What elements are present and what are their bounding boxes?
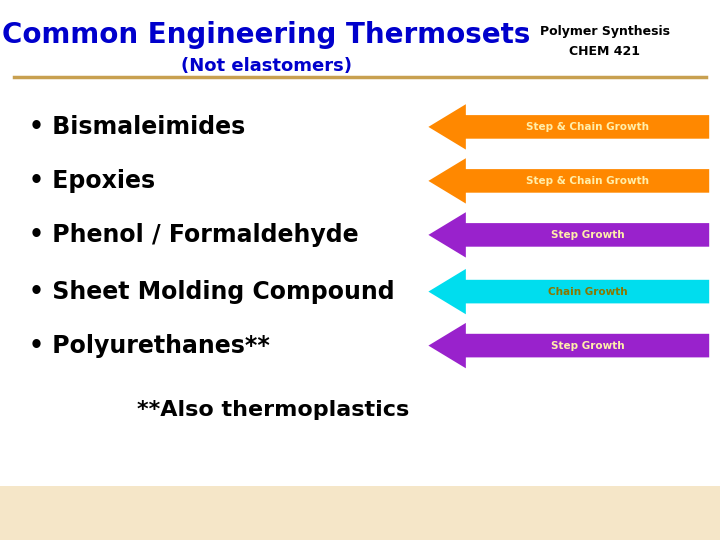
Polygon shape [428,104,709,150]
Text: Step & Chain Growth: Step & Chain Growth [526,122,649,132]
Text: Step Growth: Step Growth [551,341,624,350]
Text: **Also thermoplastics: **Also thermoplastics [138,400,410,421]
Polygon shape [428,212,709,258]
FancyBboxPatch shape [0,486,720,540]
Text: Chain Growth: Chain Growth [548,287,627,296]
Text: • Bismaleimides: • Bismaleimides [29,115,245,139]
Text: Polymer Synthesis: Polymer Synthesis [540,25,670,38]
Text: (Not elastomers): (Not elastomers) [181,57,352,75]
Text: • Sheet Molding Compound: • Sheet Molding Compound [29,280,395,303]
Text: • Phenol / Formaldehyde: • Phenol / Formaldehyde [29,223,359,247]
Text: • Epoxies: • Epoxies [29,169,155,193]
Polygon shape [428,269,709,314]
Text: Step Growth: Step Growth [551,230,624,240]
Polygon shape [428,158,709,204]
Polygon shape [428,323,709,368]
Text: • Polyurethanes**: • Polyurethanes** [29,334,270,357]
Text: Step & Chain Growth: Step & Chain Growth [526,176,649,186]
Text: CHEM 421: CHEM 421 [570,45,640,58]
Text: Common Engineering Thermosets: Common Engineering Thermosets [2,21,531,49]
